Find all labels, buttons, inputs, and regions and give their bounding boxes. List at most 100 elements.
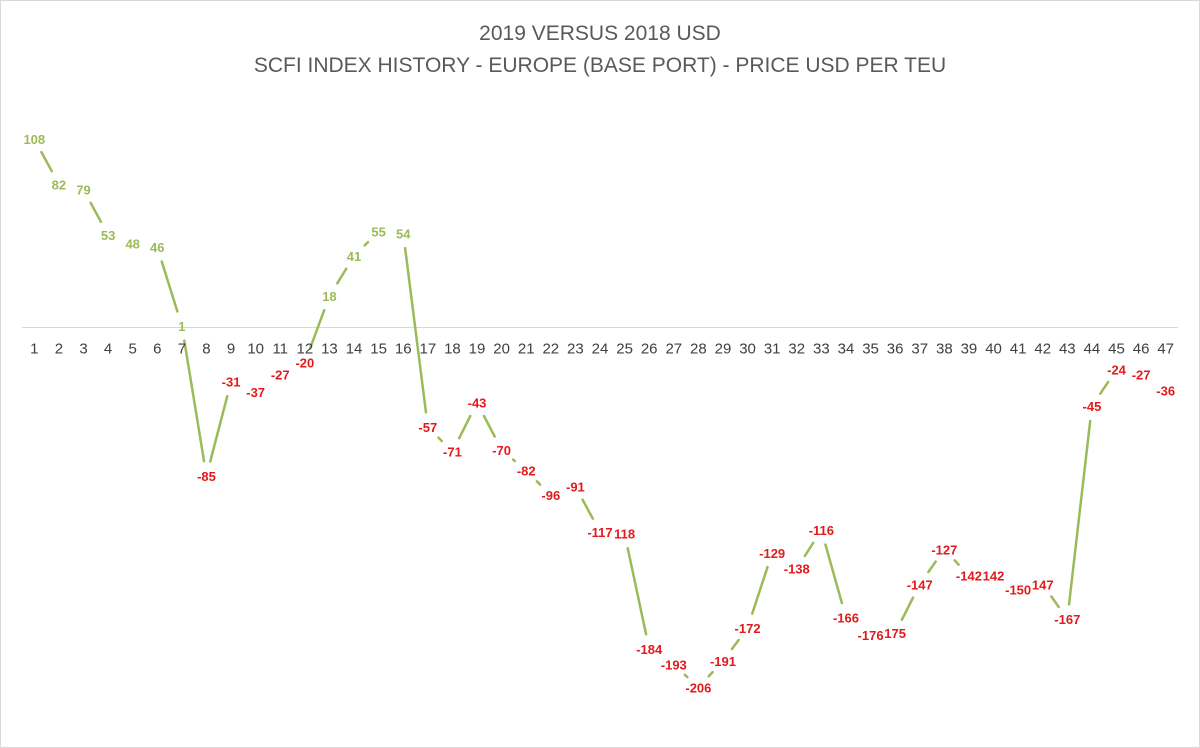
line-segment xyxy=(626,547,648,636)
data-label: -96 xyxy=(541,488,560,503)
x-tick-label: 31 xyxy=(764,341,781,358)
x-tick-label: 28 xyxy=(690,341,707,358)
line-segment xyxy=(336,267,348,285)
data-label: 147 xyxy=(1032,577,1054,592)
line-segment xyxy=(89,201,103,224)
x-tick-label: 45 xyxy=(1108,341,1125,358)
x-tick-label: 9 xyxy=(227,341,235,358)
line-segment xyxy=(1050,595,1060,609)
x-tick-label: 11 xyxy=(272,341,288,358)
x-tick-label: 32 xyxy=(788,341,805,358)
line-segment xyxy=(750,565,769,615)
line-segment xyxy=(482,414,496,438)
x-tick-label: 6 xyxy=(153,341,161,358)
line-segment xyxy=(824,543,844,605)
data-label: -31 xyxy=(222,375,241,390)
x-tick-label: 39 xyxy=(961,341,978,358)
x-tick-label: 14 xyxy=(346,341,363,358)
x-tick-label: 29 xyxy=(715,341,732,358)
data-label: -82 xyxy=(517,464,536,479)
line-segment xyxy=(707,670,714,678)
data-label: 55 xyxy=(371,225,385,240)
data-label: -129 xyxy=(759,546,785,561)
x-tick-label: 20 xyxy=(493,341,510,358)
x-tick-label: 7 xyxy=(178,341,186,358)
data-label: -206 xyxy=(685,680,711,695)
data-label: -166 xyxy=(833,610,859,625)
line-segment xyxy=(730,638,740,651)
line-segment xyxy=(40,150,53,173)
x-tick-label: 35 xyxy=(862,341,879,358)
line-segment xyxy=(363,240,370,247)
data-label: 54 xyxy=(396,226,411,241)
x-tick-label: 24 xyxy=(592,341,609,358)
line-segment xyxy=(1067,419,1092,606)
x-tick-label: 19 xyxy=(469,341,486,358)
data-label: 48 xyxy=(125,237,139,252)
chart-title: 2019 VERSUS 2018 USD xyxy=(479,22,721,45)
data-label: -27 xyxy=(271,368,290,383)
x-tick-label: 40 xyxy=(985,341,1002,358)
line-segment xyxy=(308,308,326,350)
x-tick-label: 37 xyxy=(911,341,928,358)
data-label: -24 xyxy=(1107,362,1127,377)
data-label: 1 xyxy=(178,319,185,334)
data-label: -91 xyxy=(566,479,585,494)
x-tick-label: 41 xyxy=(1010,341,1027,358)
data-label: -70 xyxy=(492,443,511,458)
x-tick-label: 34 xyxy=(838,341,855,358)
data-label: -167 xyxy=(1054,612,1080,627)
line-segment xyxy=(160,260,179,313)
x-tick-label: 21 xyxy=(518,341,535,358)
x-tick-label: 13 xyxy=(321,341,338,358)
chart-subtitle: SCFI INDEX HISTORY - EUROPE (BASE PORT) … xyxy=(253,54,947,77)
data-label: 46 xyxy=(150,240,164,255)
data-label: -142 xyxy=(956,569,982,584)
x-tick-label: 47 xyxy=(1157,341,1174,358)
x-tick-label: 38 xyxy=(936,341,953,358)
data-label: 53 xyxy=(101,228,115,243)
line-segment xyxy=(581,498,595,520)
x-tick-label: 43 xyxy=(1059,341,1076,358)
data-label: -20 xyxy=(295,355,314,370)
line-segment xyxy=(437,436,444,443)
line-segment xyxy=(457,414,472,440)
data-label: -117 xyxy=(587,525,612,540)
data-label: -193 xyxy=(661,658,687,673)
x-tick-label: 27 xyxy=(665,341,682,358)
line-segment xyxy=(927,560,937,574)
data-label: 118 xyxy=(614,527,635,542)
x-tick-label: 46 xyxy=(1133,341,1150,358)
line-segment xyxy=(209,394,229,463)
data-label: 79 xyxy=(76,183,90,198)
line-segment xyxy=(511,458,517,463)
x-tick-label: 30 xyxy=(739,341,756,358)
x-tick-label: 12 xyxy=(297,341,314,358)
x-tick-label: 5 xyxy=(129,341,137,358)
data-label: 175 xyxy=(884,626,906,641)
x-tick-label: 42 xyxy=(1034,341,1051,358)
x-tick-label: 16 xyxy=(395,341,412,358)
line-segment xyxy=(803,541,815,558)
x-tick-label: 44 xyxy=(1084,341,1101,358)
x-tick-label: 18 xyxy=(444,341,461,358)
x-tick-label: 23 xyxy=(567,341,584,358)
x-tick-label: 26 xyxy=(641,341,658,358)
x-tick-labels: 1 2 3 4 5 6 7 8 9 10 11 12 13 14 15 16 17 18 19 20 21 22 23 24 2… xyxy=(30,341,1174,358)
data-label: -36 xyxy=(1156,383,1175,398)
x-tick-label: 33 xyxy=(813,341,830,358)
data-label: -27 xyxy=(1132,368,1151,383)
x-tick-label: 3 xyxy=(79,341,87,358)
data-label: -138 xyxy=(784,562,810,577)
data-label: 142 xyxy=(983,569,1005,584)
x-tick-label: 8 xyxy=(202,341,210,358)
x-tick-label: 25 xyxy=(616,341,633,358)
data-label: 18 xyxy=(322,289,336,304)
data-label: -147 xyxy=(907,577,933,592)
data-label: -184 xyxy=(636,642,663,657)
data-label: -116 xyxy=(809,523,834,538)
x-tick-label: 17 xyxy=(419,341,436,358)
data-label: -43 xyxy=(468,396,487,411)
